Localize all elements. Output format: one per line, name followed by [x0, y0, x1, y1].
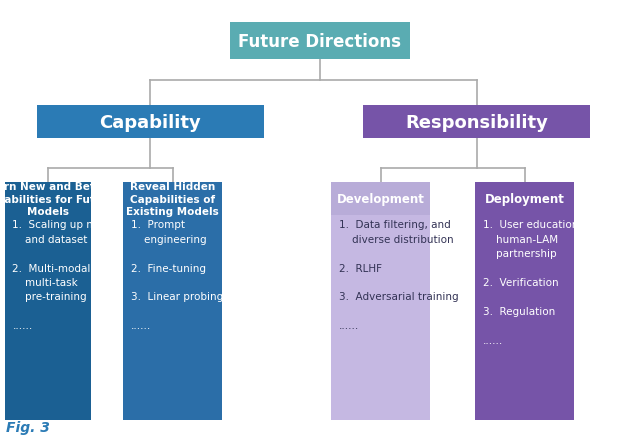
Text: Reveal Hidden
Capabilities of
Existing Models: Reveal Hidden Capabilities of Existing M…	[127, 182, 219, 217]
Text: Learn New and Better
Capabilities for Future
Models: Learn New and Better Capabilities for Fu…	[0, 182, 115, 217]
Text: Deployment: Deployment	[485, 193, 564, 206]
Text: Fig. 3: Fig. 3	[6, 420, 51, 434]
Text: Future Directions: Future Directions	[239, 32, 401, 51]
FancyBboxPatch shape	[36, 106, 264, 139]
Text: Capability: Capability	[100, 113, 201, 132]
FancyBboxPatch shape	[123, 183, 223, 215]
FancyBboxPatch shape	[332, 215, 430, 420]
Text: 1.  Scaling up model
    and dataset size

2.  Multi-modal,
    multi-task
    p: 1. Scaling up model and dataset size 2. …	[12, 220, 119, 330]
Text: Development: Development	[337, 193, 425, 206]
Text: 1.  Data filtering, and
    diverse distribution

2.  RLHF

3.  Adversarial trai: 1. Data filtering, and diverse distribut…	[339, 220, 458, 330]
Text: 1.  User education,
    human-LAM
    partnership

2.  Verification

3.  Regulat: 1. User education, human-LAM partnership…	[483, 220, 582, 345]
Text: Responsibility: Responsibility	[405, 113, 548, 132]
FancyBboxPatch shape	[4, 183, 92, 215]
Text: 1.  Prompt
    engineering

2.  Fine-tuning

3.  Linear probing

......: 1. Prompt engineering 2. Fine-tuning 3. …	[131, 220, 223, 330]
FancyBboxPatch shape	[364, 106, 590, 139]
FancyBboxPatch shape	[230, 23, 410, 60]
FancyBboxPatch shape	[475, 183, 575, 215]
FancyBboxPatch shape	[475, 215, 575, 420]
FancyBboxPatch shape	[123, 215, 223, 420]
FancyBboxPatch shape	[4, 215, 92, 420]
FancyBboxPatch shape	[332, 183, 430, 215]
